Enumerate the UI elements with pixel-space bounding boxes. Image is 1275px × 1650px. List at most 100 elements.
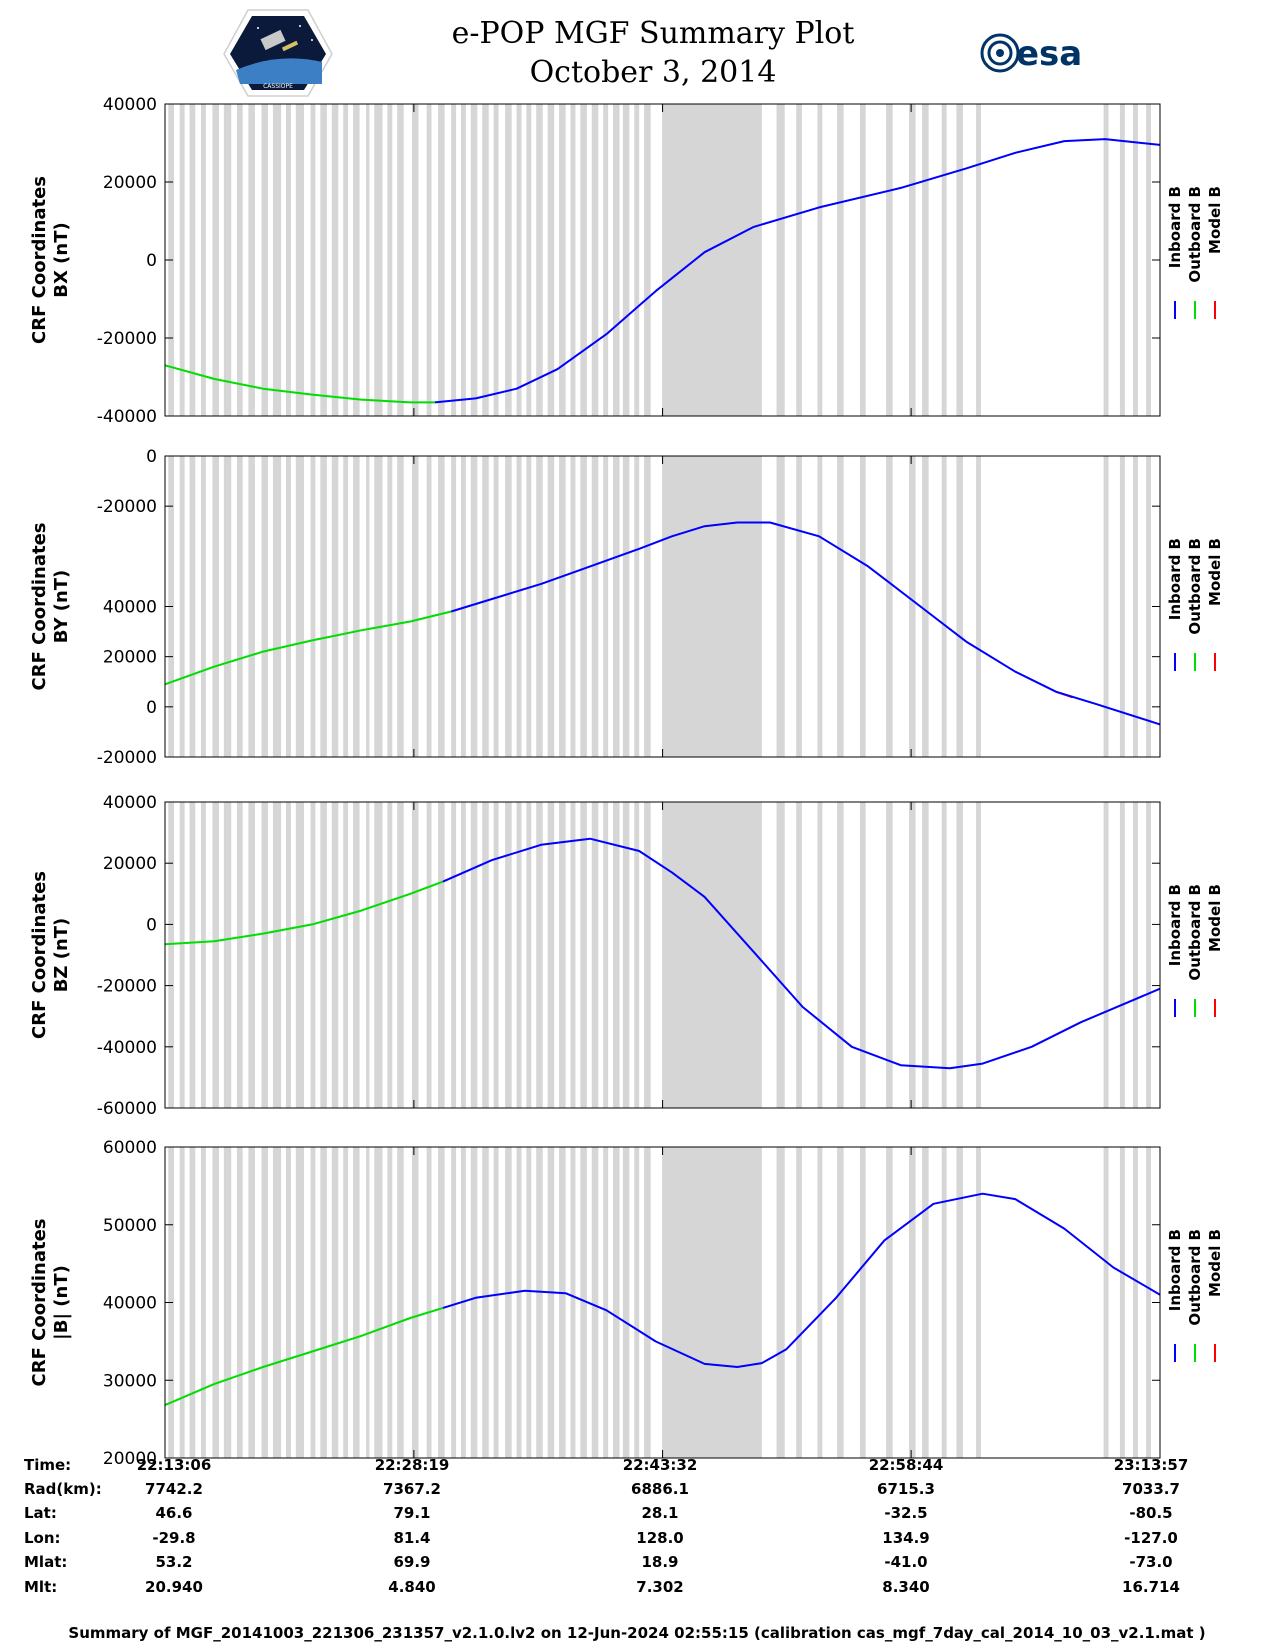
row-label-mlt: Mlt: [24,1578,57,1596]
gap-band [366,802,370,1108]
gap-band [366,1147,370,1458]
y-tick-label: 20000 [103,1449,157,1469]
gap-band [387,802,393,1108]
legend-label: Outboard B [1186,538,1204,635]
gap-band [493,802,499,1108]
gap-band [236,802,243,1108]
orbit-value: -73.0 [1129,1553,1172,1571]
gap-band [956,456,963,757]
orbit-value: 53.2 [155,1553,192,1571]
gap-band [613,104,620,416]
gap-band [343,1147,349,1458]
gap-band [1146,104,1152,416]
gap-band [580,104,587,416]
gap-band [516,802,522,1108]
orbit-value: 23:13:57 [1114,1456,1189,1474]
orbit-value: 134.9 [882,1529,929,1547]
gap-band [248,456,255,757]
gap-band [460,802,466,1108]
legend-label: Model B [1206,538,1224,606]
gap-band [956,802,963,1108]
gap-band [470,802,478,1108]
gap-band [603,456,609,757]
gap-band [343,456,349,757]
orbit-value: 28.1 [641,1504,678,1522]
gap-band [295,456,304,757]
legend-label: Inboard B [1166,186,1184,268]
orbit-value: 22:13:06 [137,1456,212,1474]
legend-label: Outboard B [1186,884,1204,981]
gap-band [353,456,360,757]
series-inboard-b [442,1192,1161,1368]
gap-band [248,1147,255,1458]
y-tick-label: 20000 [103,648,157,668]
gap-band [591,1147,599,1458]
gap-band [320,1147,327,1458]
gap-band [343,802,349,1108]
gap-band [200,802,206,1108]
orbit-value: 22:28:19 [375,1456,450,1474]
gap-band [286,104,291,416]
gap-band [859,104,866,416]
gap-band [397,456,404,757]
gap-band [536,1147,543,1458]
gap-band [516,456,522,757]
row-label-lon: Lon: [24,1529,61,1547]
gap-band [547,456,555,757]
gap-band [189,104,196,416]
gap-band [941,104,947,416]
gap-band [438,104,445,416]
gap-band [941,456,947,757]
gap-band [1103,456,1109,757]
gap-band [859,1147,866,1458]
y-tick-label: -20000 [97,497,157,517]
gap-band [603,802,609,1108]
gap-band [909,104,916,416]
orbit-value: 6886.1 [631,1480,689,1498]
plot-frame [164,103,1161,417]
gap-band [837,802,844,1108]
gap-band [179,1147,185,1458]
orbit-value: 22:58:44 [869,1456,944,1474]
gap-band [426,456,432,757]
gap-band [796,1147,802,1458]
gap-band [817,802,823,1108]
gap-band [397,802,404,1108]
gap-band [909,456,916,757]
gap-band [261,1147,269,1458]
gap-band [310,1147,316,1458]
orbit-value: 7.302 [636,1578,683,1596]
gap-band [796,456,802,757]
gap-band [941,1147,947,1458]
gap-band [941,802,947,1108]
y-tick-label: 40000 [103,793,157,813]
gap-band [200,456,206,757]
y-tick-label: 30000 [103,1371,157,1391]
footer-summary: Summary of MGF_20141003_221306_231357_v2… [68,1624,1205,1642]
legend-label: Inboard B [1166,1229,1184,1311]
row-label-time: Time: [24,1456,71,1474]
gap-band [505,802,512,1108]
title-line-1: e-POP MGF Summary Plot [452,16,855,51]
gap-band [482,802,489,1108]
y-tick-label: 60000 [103,1138,157,1158]
panel-2: 40000 20000 0 -20000 -40000 -60000 CRF Coordin… [29,793,1224,1119]
gap-band [1103,104,1109,416]
series-outboard-b [164,610,452,686]
gap-band [580,1147,587,1458]
gap-band [922,456,929,757]
y-axis-label-line-1: CRF Coordinates [29,176,50,344]
gap-band [426,1147,432,1458]
gap-band [482,456,489,757]
row-label-mlat: Mlat: [24,1553,67,1571]
gap-band [1103,802,1109,1108]
gap-band [493,1147,499,1458]
gap-band [886,456,893,757]
gap-band [331,1147,339,1458]
legend-label: Model B [1206,884,1224,952]
orbit-value: 128.0 [636,1529,683,1547]
gap-band [189,456,196,757]
y-axis-label-line-2: BY (nT) [51,570,72,644]
gap-band [837,104,844,416]
y-axis-label-line-1: CRF Coordinates [29,1219,50,1387]
